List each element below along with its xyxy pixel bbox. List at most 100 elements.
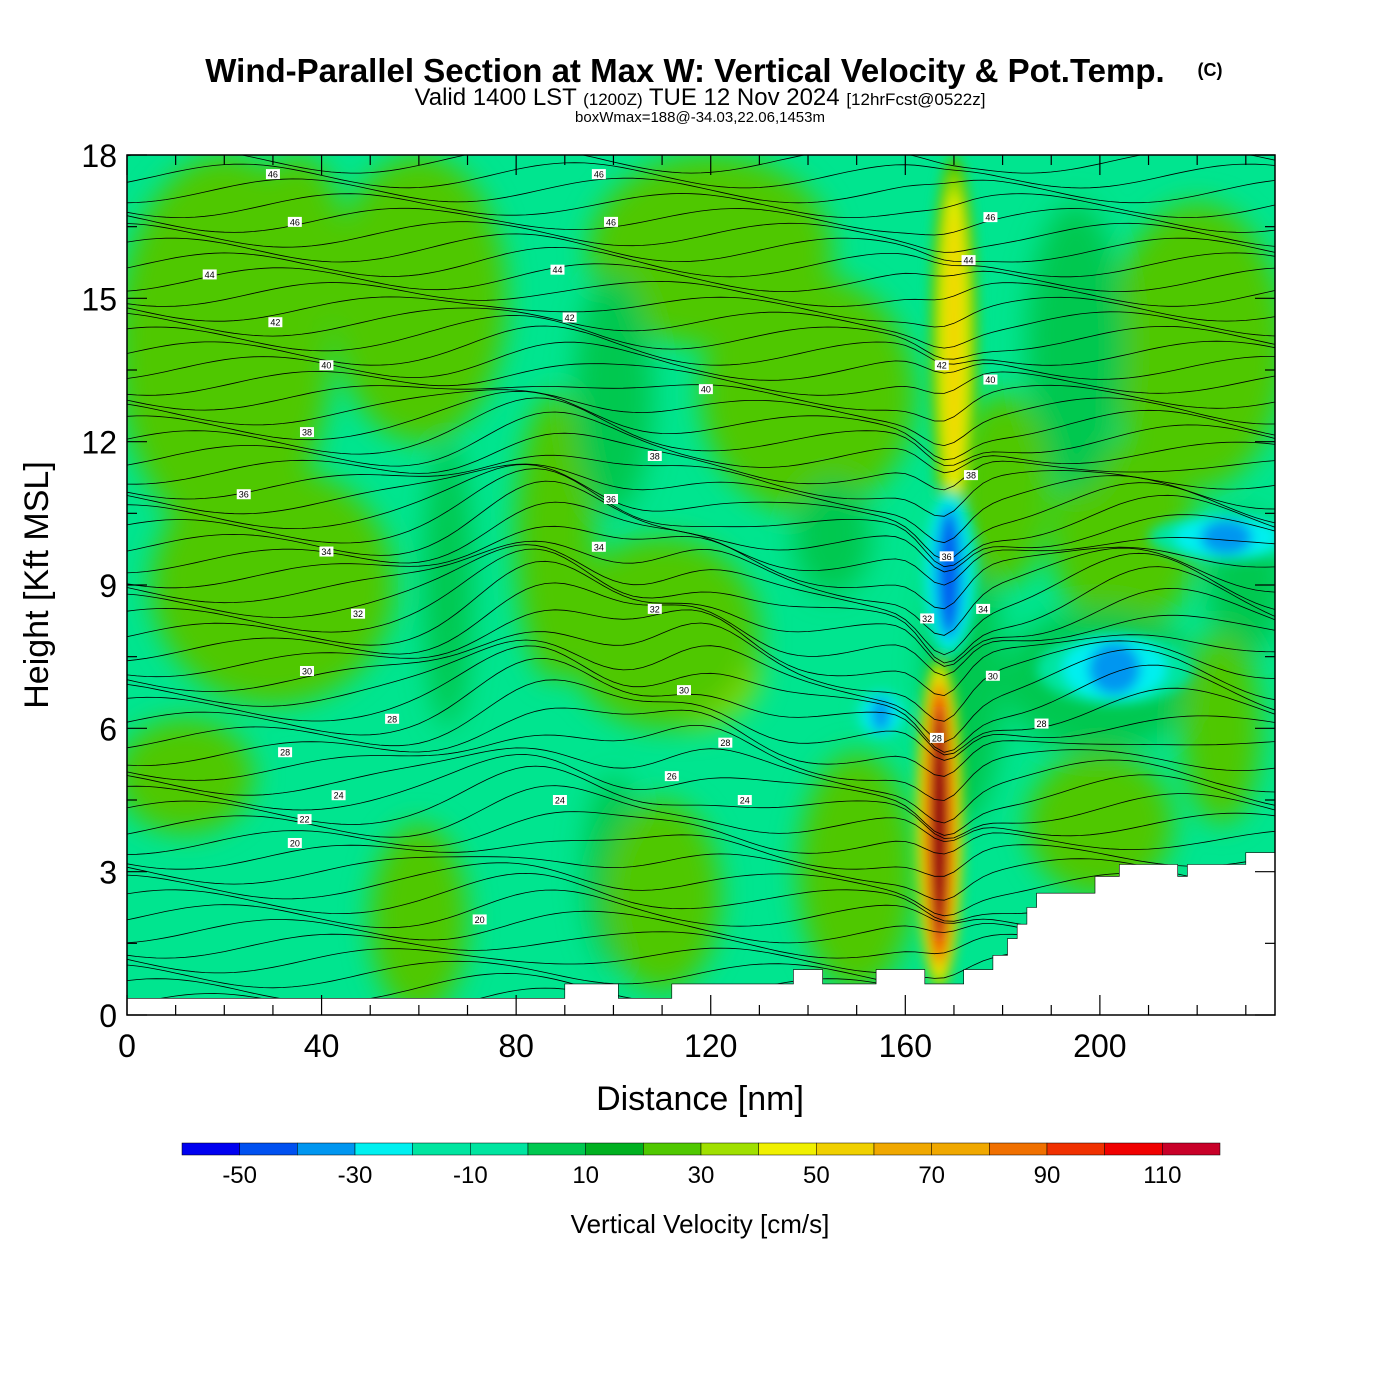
x-tick-label: 0 — [118, 1028, 136, 1064]
contour-label: 40 — [983, 374, 998, 385]
contour-label: 34 — [319, 546, 334, 557]
contour-label-text: 36 — [942, 552, 952, 562]
colorbar-swatch — [989, 1142, 1048, 1156]
theta-contour — [127, 609, 1275, 697]
terrain-mask — [127, 852, 1275, 1015]
theta-contour — [127, 468, 1275, 568]
contour-label-text: 28 — [720, 738, 730, 748]
y-tick-label: 6 — [99, 711, 117, 747]
theta-contour — [127, 221, 1275, 253]
contour-label-text: 44 — [205, 270, 215, 280]
contour-label-text: 28 — [280, 748, 290, 758]
contour-label: 28 — [385, 713, 400, 724]
colorbar-swatch — [1104, 1142, 1163, 1156]
contour-label-text: 40 — [321, 361, 331, 371]
contour-label: 36 — [236, 489, 251, 500]
x-axis: 0 40 80 120 160 200 — [118, 155, 1247, 1064]
contour-label-box — [591, 169, 606, 180]
contour-label-box — [976, 603, 991, 614]
theta-contour — [127, 540, 1275, 636]
contour-label-box — [202, 269, 217, 280]
colorbar-tick-label: -10 — [453, 1162, 488, 1189]
theta-contour — [127, 679, 1275, 761]
theta-contour — [127, 341, 1275, 381]
contour-label-text: 38 — [302, 428, 312, 438]
contour-label-text: 34 — [978, 604, 988, 614]
contour-label-text: 32 — [353, 609, 363, 619]
theta-contour — [127, 560, 1275, 667]
y-tick-label: 18 — [81, 138, 117, 174]
contour-label: 28 — [929, 732, 944, 743]
y-tick-label: 12 — [81, 425, 117, 461]
contour-label-text: 38 — [650, 452, 660, 462]
contour-label: 42 — [268, 317, 283, 328]
velocity-blob — [1026, 752, 1173, 896]
theta-contour — [127, 389, 1275, 447]
contour-label: 26 — [664, 771, 679, 782]
theta-contour — [127, 411, 1275, 474]
colorbar-swatch — [239, 1142, 298, 1156]
theta-contour — [127, 162, 1275, 189]
contour-label: 40 — [698, 384, 713, 395]
contour-label-text: 22 — [300, 815, 310, 825]
velocity-blob — [1182, 632, 1261, 824]
downdraft-core — [941, 514, 957, 632]
theta-contour — [127, 296, 1275, 328]
contour-label-box — [604, 216, 619, 227]
y-tick-label: 9 — [99, 568, 117, 604]
colorbar-tick-label: 70 — [918, 1162, 945, 1189]
contour-label-text: 32 — [650, 604, 660, 614]
contour-label-text: 42 — [565, 313, 575, 323]
velocity-blob — [1109, 202, 1275, 490]
contour-label-text: 26 — [667, 772, 677, 782]
contour-label-text: 28 — [1037, 719, 1047, 729]
theta-contour — [127, 155, 1275, 174]
contour-label-box — [278, 747, 293, 758]
contour-label-text: 40 — [701, 385, 711, 395]
contour-label-text: 44 — [552, 265, 562, 275]
contour-label: 38 — [963, 470, 978, 481]
contour-label-box — [939, 551, 954, 562]
velocity-blob — [603, 800, 721, 992]
contour-label-box — [331, 790, 346, 801]
contour-label: 20 — [472, 914, 487, 925]
theta-contour — [127, 657, 1275, 756]
contour-label: 36 — [939, 551, 954, 562]
theta-contour — [127, 233, 1275, 263]
theta-contour — [127, 463, 1275, 544]
contour-label: 44 — [961, 255, 976, 266]
contour-label: 32 — [351, 608, 366, 619]
updraft-core — [947, 212, 961, 480]
contour-labels: 46 46 46 46 46 44 44 44 42 42 42 40 40 40 38 38 38 36 36 36… — [202, 169, 1049, 925]
theta-contour — [127, 834, 1275, 877]
contour-label-box — [550, 264, 565, 275]
contour-label-box — [562, 312, 577, 323]
x-tick-label: 160 — [879, 1028, 932, 1064]
contour-label-text: 44 — [964, 256, 974, 266]
theta-contour — [127, 765, 1275, 839]
contour-label: 42 — [934, 360, 949, 371]
theta-contour — [127, 464, 1275, 561]
contour-label: 36 — [604, 494, 619, 505]
valid-utc: (1200Z) — [583, 90, 643, 109]
theta-contour — [127, 263, 1275, 293]
x-tick-label: 40 — [304, 1028, 340, 1064]
downdraft-core — [1200, 519, 1253, 555]
box-wmax-info: boxWmax=188@-34.03,22.06,1453m — [575, 109, 825, 126]
theta-contour — [127, 207, 1275, 236]
contour-label-box — [983, 374, 998, 385]
theta-contour — [127, 432, 1275, 491]
colorbar-label: Vertical Velocity [cm/s] — [571, 1209, 830, 1239]
contour-label-box — [297, 814, 312, 825]
x-axis-label: Distance [nm] — [596, 1080, 804, 1118]
contour-label: 46 — [287, 216, 302, 227]
velocity-blob — [423, 441, 473, 729]
contour-label-text: 46 — [268, 170, 278, 180]
contour-label-box — [920, 613, 935, 624]
valid-prefix: Valid 1400 LST — [415, 84, 578, 111]
colorbar-swatch — [700, 1142, 759, 1156]
x-tick-label: 120 — [684, 1028, 737, 1064]
contour-label: 44 — [202, 269, 217, 280]
contour-label-text: 20 — [290, 839, 300, 849]
